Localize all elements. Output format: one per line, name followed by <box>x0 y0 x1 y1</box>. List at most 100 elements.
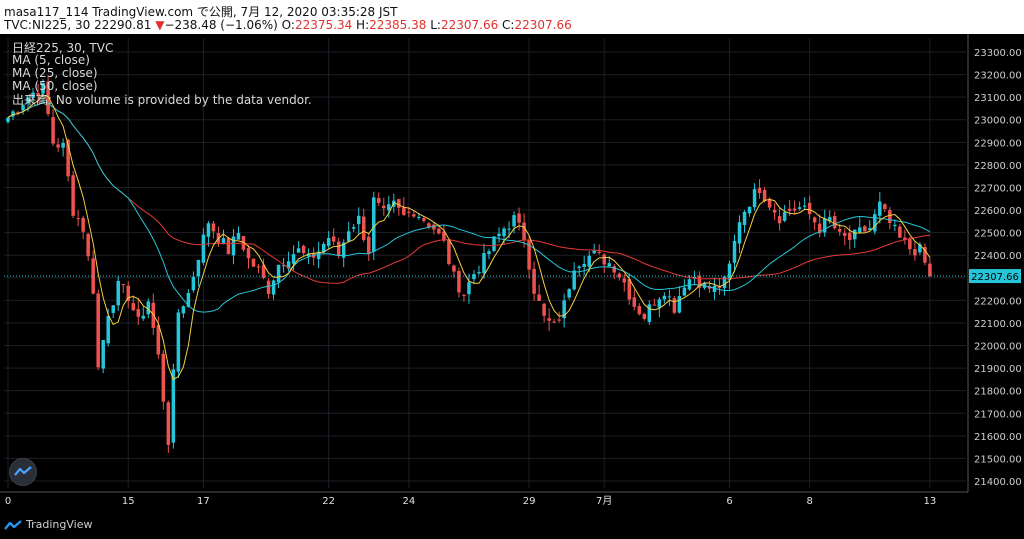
candle-body <box>221 238 226 244</box>
y-tick-label: 22100.00 <box>974 319 1022 330</box>
candle-body <box>682 287 687 296</box>
y-tick-label: 22400.00 <box>974 251 1022 262</box>
candle-body <box>246 248 251 259</box>
candle-body <box>121 284 125 286</box>
candle-body <box>582 263 586 267</box>
candle-body <box>522 222 526 241</box>
x-tick-label: 22 <box>322 496 335 507</box>
candle-body <box>417 216 421 218</box>
candle-body <box>51 117 55 144</box>
candle-body <box>918 244 922 253</box>
y-tick-label: 23000.00 <box>974 116 1022 127</box>
candle-body <box>747 206 752 214</box>
candle-body <box>372 197 376 252</box>
candle-body <box>792 208 797 211</box>
candle-body <box>412 214 416 217</box>
last-price-label: 22307.66 <box>971 272 1019 283</box>
y-tick-label: 21400.00 <box>974 477 1022 488</box>
candle-body <box>837 229 842 232</box>
candle-body <box>592 250 596 254</box>
candle-body <box>737 222 742 244</box>
legend-volume-note: 出来高: No volume is provided by the data v… <box>12 93 312 107</box>
candle-body <box>377 198 381 203</box>
candle-body <box>331 236 336 242</box>
candle-body <box>847 232 852 240</box>
candle-body <box>652 304 657 306</box>
x-tick-label: 29 <box>523 496 536 507</box>
candle-body <box>462 294 466 296</box>
candle-body <box>692 276 697 279</box>
low-label: L: <box>430 18 441 32</box>
legend-ma25[interactable]: MA (25, close) <box>12 66 98 80</box>
tradingview-badge-icon[interactable] <box>9 458 37 486</box>
x-tick-label: 8 <box>806 496 812 507</box>
candle-body <box>777 216 782 224</box>
candle-body <box>356 215 361 225</box>
candle-body <box>211 223 216 232</box>
candle-body <box>351 227 356 229</box>
y-tick-label: 22900.00 <box>974 138 1022 149</box>
price-change: −238.48 (−1.06%) <box>164 18 278 32</box>
candle-body <box>637 306 642 315</box>
candle-body <box>497 233 501 237</box>
candle-body <box>316 251 321 260</box>
candle-body <box>827 216 832 222</box>
candle-body <box>366 236 371 254</box>
candle-body <box>432 224 436 230</box>
y-tick-label: 23300.00 <box>974 48 1022 59</box>
candle-body <box>903 237 907 240</box>
candle-body <box>402 207 406 215</box>
candle-body <box>883 204 887 209</box>
candle-body <box>527 240 531 270</box>
legend-ma5[interactable]: MA (5, close) <box>12 53 90 67</box>
candle-body <box>281 265 286 267</box>
high-label: H: <box>356 18 370 32</box>
candle-body <box>853 229 857 240</box>
candle-body <box>868 228 872 231</box>
candle-body <box>397 199 401 208</box>
candle-body <box>452 265 456 272</box>
candle-body <box>752 189 757 208</box>
candle-body <box>191 276 196 291</box>
last-price: 22290.81 <box>94 18 152 32</box>
candle-body <box>742 211 747 226</box>
candle-body <box>256 266 261 268</box>
footer-brand[interactable]: TradingView <box>4 518 92 531</box>
candle-body <box>512 215 516 227</box>
candle-body <box>667 296 672 298</box>
candle-body <box>802 205 807 207</box>
candle-body <box>106 316 110 344</box>
y-tick-label: 22500.00 <box>974 229 1022 240</box>
candle-body <box>772 209 777 213</box>
candle-body <box>757 187 762 194</box>
candle-body <box>251 258 256 267</box>
candle-body <box>447 239 451 265</box>
x-tick-label: 6 <box>726 496 732 507</box>
candle-body <box>261 264 266 278</box>
candle-body <box>863 226 867 232</box>
candle-body <box>487 251 491 255</box>
legend-ma50[interactable]: MA (50, close) <box>12 79 98 93</box>
candle-body <box>336 241 341 256</box>
candle-body <box>832 216 837 229</box>
x-tick-label: 17 <box>197 496 210 507</box>
candle-body <box>727 263 732 280</box>
candle-body <box>387 204 391 211</box>
candle-body <box>858 227 862 233</box>
candle-body <box>437 228 441 234</box>
candle-body <box>341 242 346 258</box>
candle-body <box>517 213 521 223</box>
legend-series[interactable]: 日経225, 30, TVC <box>12 41 114 55</box>
candle-body <box>632 297 637 307</box>
candle-body <box>732 240 737 263</box>
candle-body <box>662 295 667 300</box>
candle-body <box>878 201 882 216</box>
price-chart[interactable]: 21400.00 21500.00 21600.00 21700.00 21800.00… <box>0 34 1024 511</box>
candle-body <box>91 258 95 294</box>
candle-body <box>557 319 561 321</box>
candle-body <box>196 259 201 277</box>
x-tick-label: 7月 <box>596 495 612 507</box>
candle-body <box>567 289 571 298</box>
candle-body <box>908 239 912 250</box>
ma50-line <box>7 101 930 284</box>
